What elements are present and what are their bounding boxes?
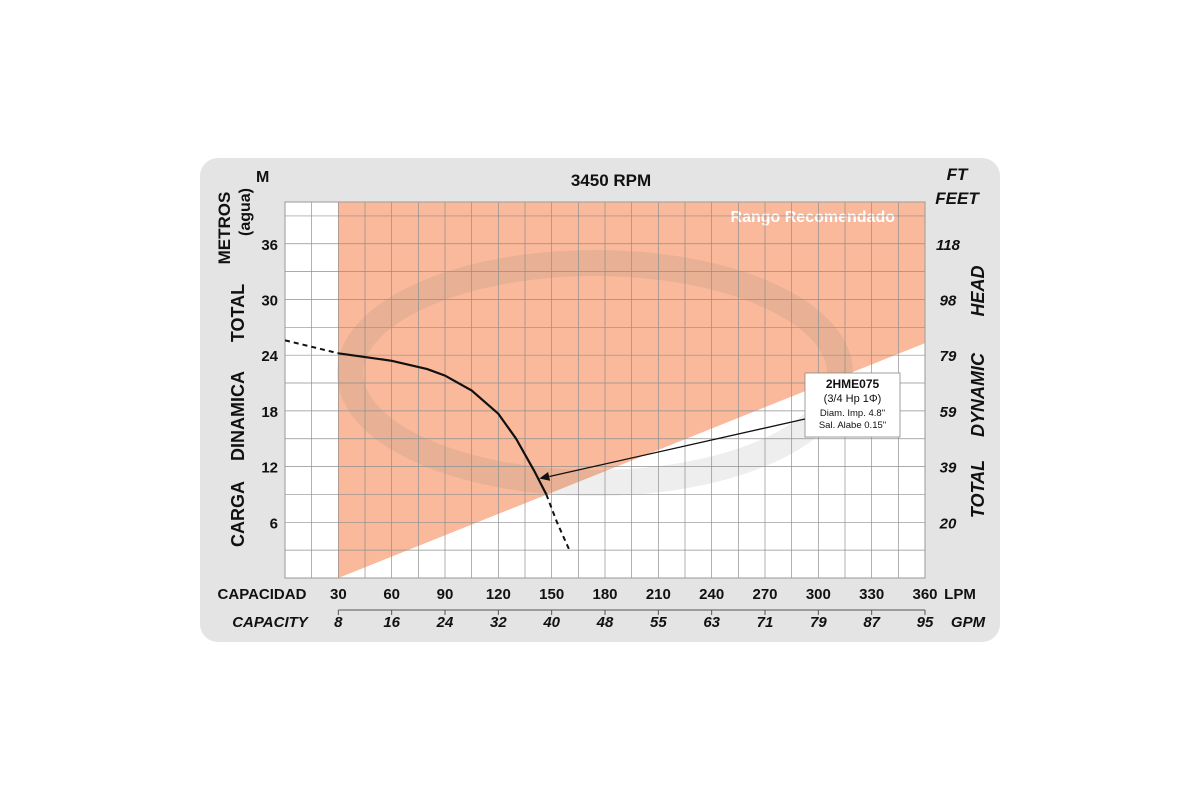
right-axis-total: TOTAL	[968, 460, 988, 518]
x-tick-label-gpm: 40	[542, 614, 560, 631]
y-tick-label-ft: 98	[940, 292, 957, 309]
x-tick-label-gpm: 55	[650, 614, 667, 631]
annotation-line: (3/4 Hp 1Φ)	[824, 393, 882, 405]
y-tick-label-m: 36	[261, 237, 278, 254]
left-axis-agua: (agua)	[237, 188, 254, 236]
x-tick-label-gpm: 32	[490, 614, 507, 631]
x-tick-label-gpm: 24	[436, 614, 454, 631]
right-unit-top: FT	[947, 165, 969, 184]
curve-dashed-end	[545, 494, 571, 551]
annotation-line: Sal. Alabe 0.15"	[819, 420, 886, 431]
annotation-line: 2HME075	[826, 377, 880, 391]
y-tick-label-m: 12	[261, 460, 278, 477]
x-tick-label-lpm: 30	[330, 586, 347, 603]
x-tick-label-gpm: 48	[596, 614, 614, 631]
x-tick-label-lpm: 240	[699, 586, 724, 603]
left-axis-metros: METROS	[215, 192, 234, 265]
x-unit-gpm: GPM	[951, 614, 986, 631]
x-label-capacity: CAPACITY	[232, 614, 310, 631]
x-tick-label-lpm: 270	[752, 586, 777, 603]
y-tick-label-m: 30	[261, 292, 278, 309]
right-unit-bottom: FEET	[935, 189, 980, 208]
x-tick-label-lpm: 150	[539, 586, 564, 603]
recommended-range-label: Rango Recomendado	[731, 209, 896, 226]
x-unit-lpm: LPM	[944, 586, 976, 603]
y-tick-label-ft: 20	[939, 515, 957, 532]
annotation-box	[804, 372, 901, 438]
x-tick-label-lpm: 360	[912, 586, 937, 603]
y-tick-label-m: 24	[261, 348, 278, 365]
annotation-line: Diam. Imp. 4.8"	[820, 408, 885, 419]
plot-border	[284, 201, 926, 579]
x-tick-label-gpm: 79	[810, 614, 827, 631]
x-label-capacidad: CAPACIDAD	[218, 586, 307, 603]
left-axis-total: TOTAL	[228, 284, 248, 342]
pump-curve-chart: Rango Recomendado 2HME075 (3/4 Hp 1Φ) Diam…	[215, 165, 988, 631]
y-tick-label-ft: 118	[936, 237, 961, 254]
annotation-arrow-line	[549, 418, 806, 478]
y-tick-label-m: 6	[270, 515, 278, 532]
x-tick-label-gpm: 87	[863, 614, 880, 631]
right-axis-dynamic: DYNAMIC	[968, 352, 988, 437]
y-tick-label-ft: 59	[940, 404, 957, 421]
annotation-arrowhead	[539, 471, 551, 481]
x-tick-label-gpm: 63	[703, 614, 720, 631]
chart-frame: Rango Recomendado 2HME075 (3/4 Hp 1Φ) Diam…	[200, 158, 1000, 642]
x-tick-label-gpm: 71	[757, 614, 774, 631]
y-tick-label-ft: 79	[940, 348, 957, 365]
x-tick-label-lpm: 330	[859, 586, 884, 603]
x-tick-label-lpm: 60	[383, 586, 400, 603]
curve-dashed-start	[285, 339, 339, 355]
x-tick-label-gpm: 95	[917, 614, 934, 631]
x-tick-label-lpm: 180	[592, 586, 617, 603]
y-tick-label-ft: 39	[940, 460, 957, 477]
x-tick-label-lpm: 210	[646, 586, 671, 603]
y-tick-label-m: 18	[261, 404, 278, 421]
x-tick-label-lpm: 120	[486, 586, 511, 603]
chart-title: 3450 RPM	[571, 171, 651, 190]
pump-curve-2hme075	[338, 352, 548, 495]
left-axis-dinamica: DINAMICA	[228, 371, 248, 461]
x-tick-label-lpm: 90	[437, 586, 454, 603]
x-tick-label-gpm: 16	[383, 614, 400, 631]
left-unit-label: M	[256, 169, 269, 186]
right-axis-head: HEAD	[968, 265, 988, 316]
x-tick-label-gpm: 8	[334, 614, 343, 631]
x-tick-label-lpm: 300	[806, 586, 831, 603]
left-axis-carga: CARGA	[228, 481, 248, 547]
